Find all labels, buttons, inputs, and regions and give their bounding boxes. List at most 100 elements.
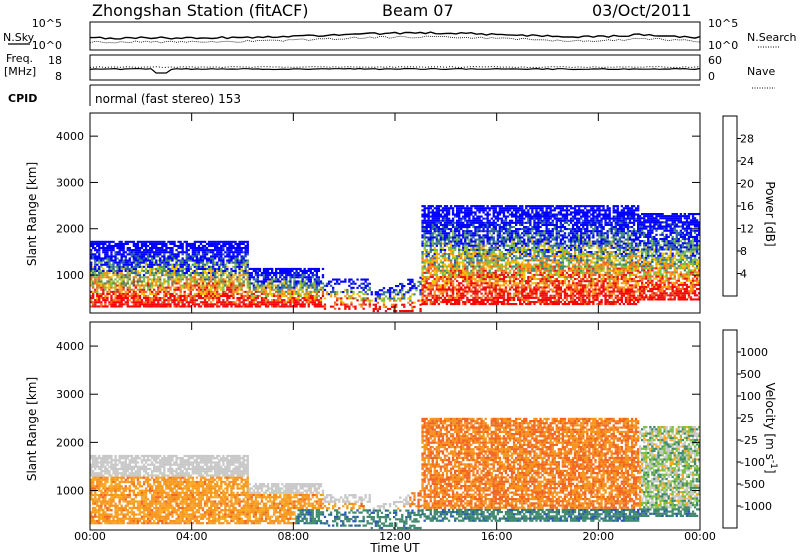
scatter-cell [90, 240, 93, 243]
scatter-cell [405, 310, 408, 313]
scatter-cell [112, 282, 115, 285]
scatter-cell [149, 267, 152, 270]
scatter-cell [439, 292, 443, 295]
scatter-cell [140, 276, 144, 279]
scatter-cell [212, 286, 215, 289]
scatter-cell [521, 298, 524, 301]
scatter-cell [207, 240, 211, 243]
scatter-cell [102, 299, 105, 302]
scatter-cell [437, 296, 441, 299]
scatter-cell [283, 305, 286, 308]
scatter-cell [153, 247, 156, 250]
scatter-cell [295, 286, 298, 289]
scatter-cell [240, 292, 243, 295]
scatter-cell [122, 267, 125, 270]
scatter-cell [482, 288, 485, 291]
scatter-cell [226, 284, 229, 287]
scatter-cell [116, 269, 119, 272]
scatter-cell [535, 290, 538, 293]
scatter-cell [100, 303, 103, 306]
scatter-cell [374, 291, 378, 294]
scatter-cell [539, 259, 542, 262]
scatter-cell [439, 244, 443, 247]
scatter-cell [496, 246, 500, 249]
scatter-cell [340, 299, 343, 302]
scatter-cell [427, 215, 430, 218]
scatter-cell [252, 267, 256, 270]
scatter-cell [476, 271, 479, 274]
scatter-cell [498, 263, 502, 266]
scatter-cell [411, 293, 414, 296]
scatter-cell [230, 303, 233, 306]
scatter-cell [521, 215, 524, 218]
scatter-cell [94, 282, 97, 285]
scatter-cell [523, 248, 526, 251]
scatter-cell [201, 257, 205, 260]
scatter-cell [519, 253, 522, 256]
scatter-cell [112, 274, 115, 277]
scatter-cell [100, 276, 103, 279]
scatter-cell [234, 240, 237, 243]
scatter-cell [142, 305, 146, 308]
scatter-cell [494, 265, 497, 268]
scatter-cell [264, 290, 268, 293]
scatter-cell [92, 305, 95, 308]
scatter-cell [128, 284, 131, 287]
scatter-cell [486, 261, 489, 264]
scatter-cell [527, 242, 530, 245]
scatter-cell [350, 278, 353, 281]
scatter-cell [120, 257, 123, 260]
scatter-cell [256, 297, 260, 300]
scatter-cell [218, 269, 221, 272]
scatter-cell [228, 255, 231, 258]
scatter-cell [165, 263, 168, 266]
scatter-cell [317, 299, 321, 302]
scatter-cell [407, 291, 410, 294]
scatter-cell [445, 205, 449, 208]
scatter-cell [515, 286, 518, 289]
scatter-cell [197, 297, 201, 300]
scatter-cell [490, 259, 493, 262]
scatter-cell [126, 253, 129, 256]
scatter-cell [140, 269, 144, 272]
scatter-cell [492, 207, 495, 210]
scatter-cell [264, 299, 268, 302]
scatter-cell [421, 255, 424, 258]
scatter-cell [399, 291, 402, 294]
scatter-cell [102, 282, 105, 285]
scatter-cell [260, 290, 264, 293]
scatter-cell [266, 282, 270, 285]
scatter-cell [203, 265, 207, 268]
scatter-cell [124, 276, 127, 279]
scatter-cell [478, 271, 481, 274]
scatter-cell [175, 272, 178, 275]
scatter-cell [246, 244, 249, 247]
scatter-cell [140, 280, 144, 283]
scatter-cell [533, 296, 536, 299]
scatter-cell [244, 272, 247, 275]
scatter-cell [464, 280, 467, 283]
scatter-cell [435, 261, 439, 264]
scatter-cell [146, 288, 150, 291]
scatter-cell [228, 282, 231, 285]
scatter-cell [510, 257, 514, 260]
scatter-cell [425, 251, 428, 254]
scatter-cell [419, 276, 422, 279]
scatter-cell [159, 247, 162, 250]
scatter-cell [216, 282, 219, 285]
scatter-cell [439, 240, 443, 243]
scatter-cell [173, 272, 176, 275]
scatter-cell [183, 274, 186, 277]
scatter-cell [401, 287, 404, 290]
scatter-cell [482, 303, 485, 306]
scatter-cell [474, 273, 477, 276]
scatter-cell [462, 271, 465, 274]
scatter-cell [216, 284, 219, 287]
scatter-cell [126, 305, 129, 308]
scatter-cell [472, 296, 475, 299]
scatter-cell [517, 238, 520, 241]
scatter-cell [535, 259, 538, 262]
scatter-cell [155, 267, 158, 270]
scatter-cell [447, 213, 451, 216]
cpid-label: CPID [8, 92, 37, 105]
